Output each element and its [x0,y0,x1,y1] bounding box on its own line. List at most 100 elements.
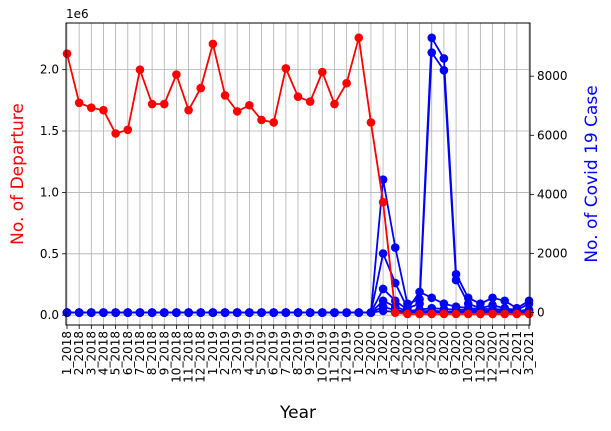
x-tick-label: 1_2018 [60,331,74,375]
right-y-tick-label: 8000 [537,69,568,83]
x-tick-label: 4_2018 [96,331,110,375]
x-tick-label: 12_2020 [486,331,500,383]
departure-series-point [99,105,108,115]
departure-series-point [269,118,278,127]
x-tick-label: 2_2021 [510,331,524,375]
departure-series-point [451,309,461,319]
departure-series-point [403,309,412,319]
departure-series-point [305,97,315,106]
covid-series-6-point [305,308,315,317]
x-tick-label: 3_2019 [230,331,244,375]
x-tick-label: 7_2018 [133,331,147,375]
covid-series-6-point [196,308,206,317]
x-tick-label: 11_2019 [327,331,341,383]
x-tick-label: 10_2020 [461,331,475,383]
covid-series-1-point [488,293,497,303]
x-tick-label: 4_2019 [242,331,256,375]
departure-series-point [293,92,303,101]
x-tick-label: 5_2018 [109,331,123,375]
x-tick-label: 3_2018 [84,331,98,375]
x-tick-label: 2_2018 [72,331,86,375]
x-tick-label: 7_2020 [425,331,439,375]
departure-series-point [354,33,364,43]
departure-series-point [463,309,473,319]
departure-series-point [512,309,522,319]
covid-series-6-point [257,308,266,317]
covid-series-6-point [159,308,169,317]
departure-series-point [135,65,145,74]
x-tick-label: 3_2021 [522,331,536,375]
x-tick-label: 4_2020 [388,331,402,375]
x-tick-label: 2_2019 [218,331,232,375]
covid-series-1-point [427,33,437,43]
departure-series-point [439,309,449,319]
covid-series-6-point [74,308,84,317]
covid-series-1-point [390,243,400,252]
covid-series-6-point [87,308,96,317]
covid-series-6-point [354,308,364,317]
departure-series-point [184,105,193,115]
departure-series-point [318,67,327,77]
grid [66,23,530,325]
covid-series-6-point [184,308,193,317]
left-y-tick-label: 1.0 [40,185,59,199]
covid-series-3-point [427,293,437,303]
covid-series-6-point [135,308,145,317]
covid-series-6-point [62,308,72,317]
covid-series-6-point [378,306,388,316]
departure-series-point [378,197,388,207]
departure-series-point [232,107,242,116]
departure-series-point [390,308,400,318]
x-tick-label: 1_2020 [352,331,366,375]
x-tick-label: 11_2018 [182,331,196,383]
covid-series-6-point [220,308,230,317]
x-tick-label: 8_2020 [437,331,451,375]
left-y-tick-label: 0.5 [40,247,59,261]
covid-series-6-point [123,308,133,317]
x-tick-label: 8_2019 [291,331,305,375]
x-axis: 1_20182_20183_20184_20185_20186_20187_20… [60,325,536,383]
departure-series-point [330,99,339,109]
covid-series-3-point [415,287,424,297]
right-y-tick-label: 6000 [537,128,568,142]
x-tick-label: 6_2018 [121,331,135,375]
series-layer [62,33,534,319]
x-tick-label: 12_2018 [194,331,208,383]
departure-series-point [415,309,424,319]
departure-series-point [257,115,266,125]
departure-series-point [147,99,157,109]
covid-series-6-point [281,308,291,317]
covid-series-6-point [366,308,376,317]
departure-series-point [123,125,133,135]
covid-series-2-point [439,65,449,75]
covid-series-2-point [415,299,424,309]
covid-series-6-point [208,308,218,317]
departure-series-point [524,309,534,319]
covid-series-6-point [342,308,351,317]
covid-series-1-point [439,54,449,63]
departure-series-point [87,103,96,113]
right-y-tick-label: 0 [537,306,545,320]
departure-series-point [342,78,351,88]
departure-series-point [488,309,497,319]
right-y-axis-title: No. of Covid 19 Case [582,85,602,262]
covid-series-6-point [245,308,254,317]
covid-series-2-point [427,48,437,57]
covid-series-6-point [269,308,278,317]
departure-series-point [159,99,169,109]
covid-series-6-point [99,308,108,317]
departure-series-point [245,100,254,110]
x-tick-label: 5_2020 [400,331,414,375]
covid-series-3-point [378,284,388,294]
covid-series-1-point [500,296,509,306]
x-tick-label: 9_2020 [449,331,463,375]
x-tick-label: 7_2019 [279,331,293,375]
covid-series-2-point [524,299,534,309]
covid-series-6-point [330,308,339,317]
covid-series-6-point [172,308,181,317]
departure-series-point [208,39,218,49]
left-y-axis: 0.0 0.5 1.0 1.5 2.0 [40,63,66,322]
covid-series-6-point [147,308,157,317]
x-tick-label: 3_2020 [376,331,390,375]
